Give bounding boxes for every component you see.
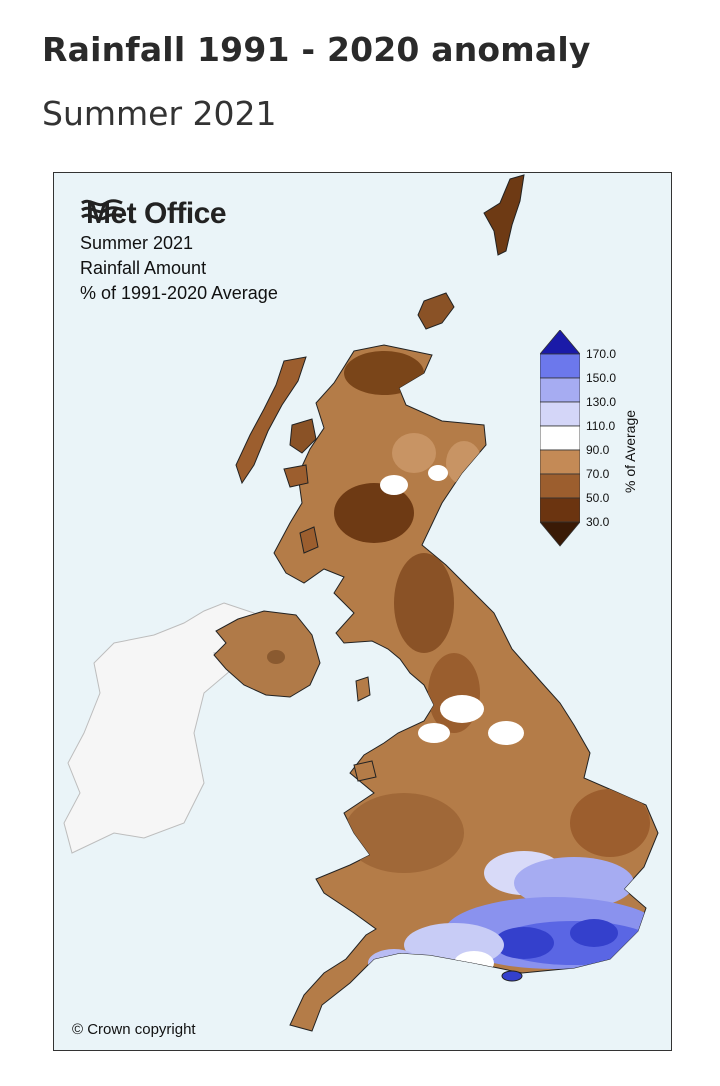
shetland <box>483 174 525 256</box>
lough-neagh <box>267 650 285 664</box>
skye <box>289 418 317 454</box>
legend-tick: 110.0 <box>586 419 616 433</box>
legend-tick: 170.0 <box>586 347 617 361</box>
page-subtitle: Summer 2021 <box>42 94 277 133</box>
legend-tick: 150.0 <box>586 371 617 385</box>
map-variable: Rainfall Amount <box>80 258 207 278</box>
anglesey <box>353 760 377 782</box>
map-canvas <box>63 174 659 1032</box>
outer-hebrides <box>235 356 307 485</box>
mull <box>283 464 309 488</box>
legend-tick: 90.0 <box>586 443 610 457</box>
page-title: Rainfall 1991 - 2020 anomaly <box>42 30 591 69</box>
legend-tick: 70.0 <box>586 467 610 481</box>
isle-of-wight <box>501 970 523 982</box>
legend-tick: 130.0 <box>586 395 617 409</box>
map-baseline: % of 1991-2020 Average <box>80 283 278 303</box>
legend-tick: 50.0 <box>586 491 610 505</box>
islay <box>299 526 319 554</box>
map-season: Summer 2021 <box>80 233 194 253</box>
rainfall-map: Met Office Summer 2021 Rainfall Amount %… <box>53 172 672 1051</box>
legend-tick: 30.0 <box>586 515 610 529</box>
colorbar-svg <box>540 330 580 547</box>
orkney <box>417 292 455 330</box>
northern-ireland <box>213 610 321 698</box>
met-office-logo-icon <box>81 199 123 221</box>
isle-of-man <box>355 676 371 702</box>
copyright-notice: © Crown copyright <box>72 1021 196 1038</box>
legend-axis-label: % of Average <box>622 409 638 493</box>
map-header: Met Office Summer 2021 Rainfall Amount %… <box>80 197 278 306</box>
anomaly-patches <box>334 351 658 977</box>
